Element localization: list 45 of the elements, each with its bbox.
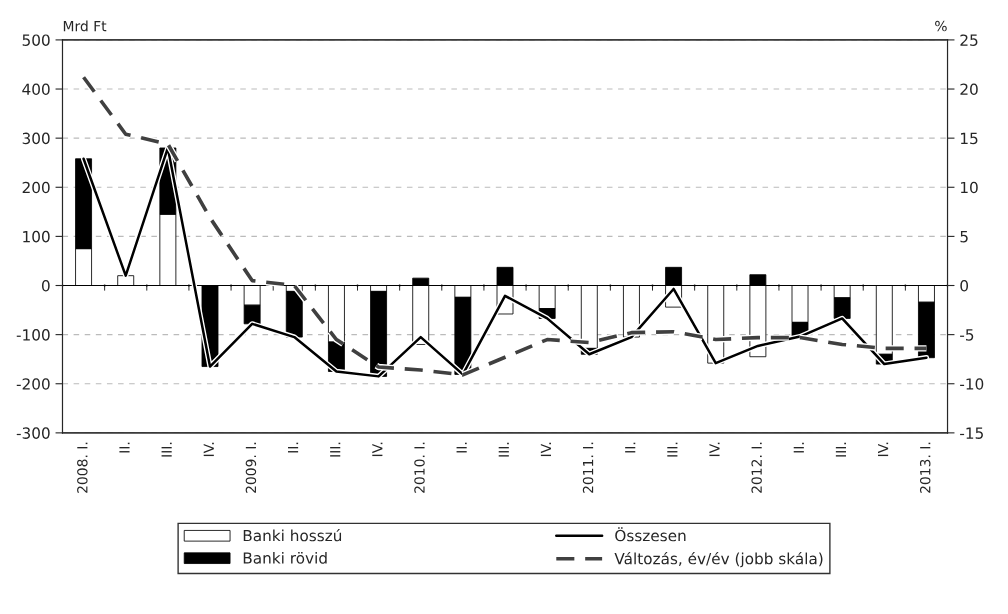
- y2-tick-label: 0: [960, 279, 969, 292]
- y2-tick-label: 15: [961, 132, 978, 145]
- y-tick-label: 500: [22, 34, 50, 46]
- x-tick-label: II.: [119, 442, 130, 453]
- x-tick-label: 2011. I.: [582, 442, 594, 493]
- x-tick-label: IV.: [878, 442, 889, 457]
- legend-label: Változás, év/év (jobb skála): [614, 551, 823, 568]
- y2-tick-label: -15: [960, 427, 983, 439]
- y2-tick-label: 20: [960, 83, 978, 96]
- x-tick-label: 2013. I.: [919, 442, 931, 493]
- x-tick-label: IV.: [203, 442, 214, 457]
- y2-axis-title: %: [935, 20, 947, 32]
- y2-tick-label: -10: [960, 378, 984, 390]
- x-tick-label: III.: [835, 442, 846, 457]
- legend-label: Banki rövid: [243, 551, 327, 564]
- x-tick-label: II.: [287, 442, 299, 453]
- y2-tick-label: -5: [960, 329, 974, 341]
- x-tick-label: IV.: [709, 442, 720, 457]
- y-tick-label: 0: [41, 279, 50, 292]
- x-tick-label: III.: [330, 442, 341, 457]
- x-tick-label: III.: [498, 442, 509, 457]
- legend-label: Banki hosszú: [243, 528, 342, 542]
- y-tick-label: 200: [22, 181, 50, 194]
- y2-tick-label: 25: [960, 34, 978, 46]
- y-tick-label: -100: [16, 329, 50, 341]
- x-tick-label: III.: [161, 442, 172, 457]
- x-tick-label: 2010. I.: [414, 442, 425, 493]
- x-tick-label: 2009. I.: [245, 442, 257, 493]
- y-tick-label: -200: [16, 378, 50, 390]
- x-tick-label: IV.: [540, 442, 551, 457]
- x-tick-label: 2012. I.: [751, 442, 762, 493]
- y-tick-label: 400: [22, 83, 50, 96]
- y-tick-label: 100: [23, 230, 50, 243]
- x-tick-label: II.: [793, 442, 804, 453]
- y-axis-title: Mrd Ft: [63, 20, 107, 32]
- y-tick-label: 300: [22, 132, 50, 145]
- y2-tick-label: 5: [960, 231, 968, 243]
- x-tick-label: II.: [456, 442, 467, 453]
- x-tick-label: IV.: [372, 442, 383, 457]
- y2-tick-label: 10: [961, 181, 978, 194]
- x-tick-label: II.: [625, 442, 636, 453]
- legend-label: Összesen: [615, 527, 686, 542]
- x-tick-label: 2008. I.: [77, 442, 88, 493]
- x-tick-label: III.: [667, 442, 678, 457]
- y-tick-label: -300: [16, 427, 50, 439]
